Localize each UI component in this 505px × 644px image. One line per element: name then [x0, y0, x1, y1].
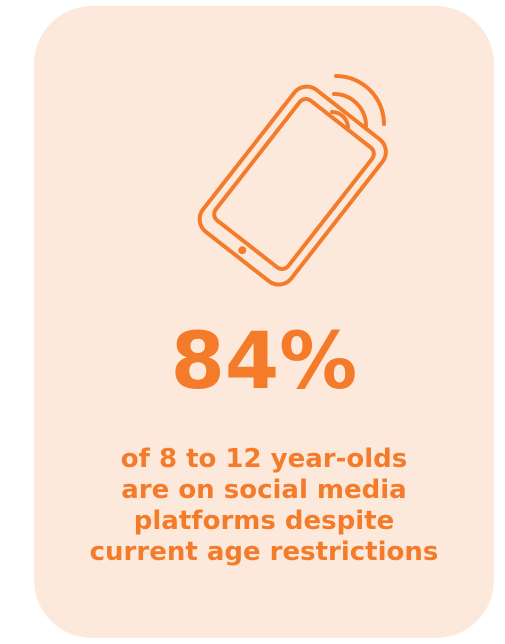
caption-line: of 8 to 12 year-olds	[120, 444, 408, 474]
stat-percentage: 84%	[170, 317, 358, 407]
stat-card: 84% of 8 to 12 year-olds are on social m…	[34, 6, 494, 638]
smartphone-icon	[197, 74, 388, 287]
caption-line: platforms despite	[133, 506, 395, 536]
caption-line: current age restrictions	[89, 537, 439, 567]
stat-caption: of 8 to 12 year-olds are on social media…	[34, 444, 494, 568]
caption-line: are on social media	[121, 475, 407, 505]
